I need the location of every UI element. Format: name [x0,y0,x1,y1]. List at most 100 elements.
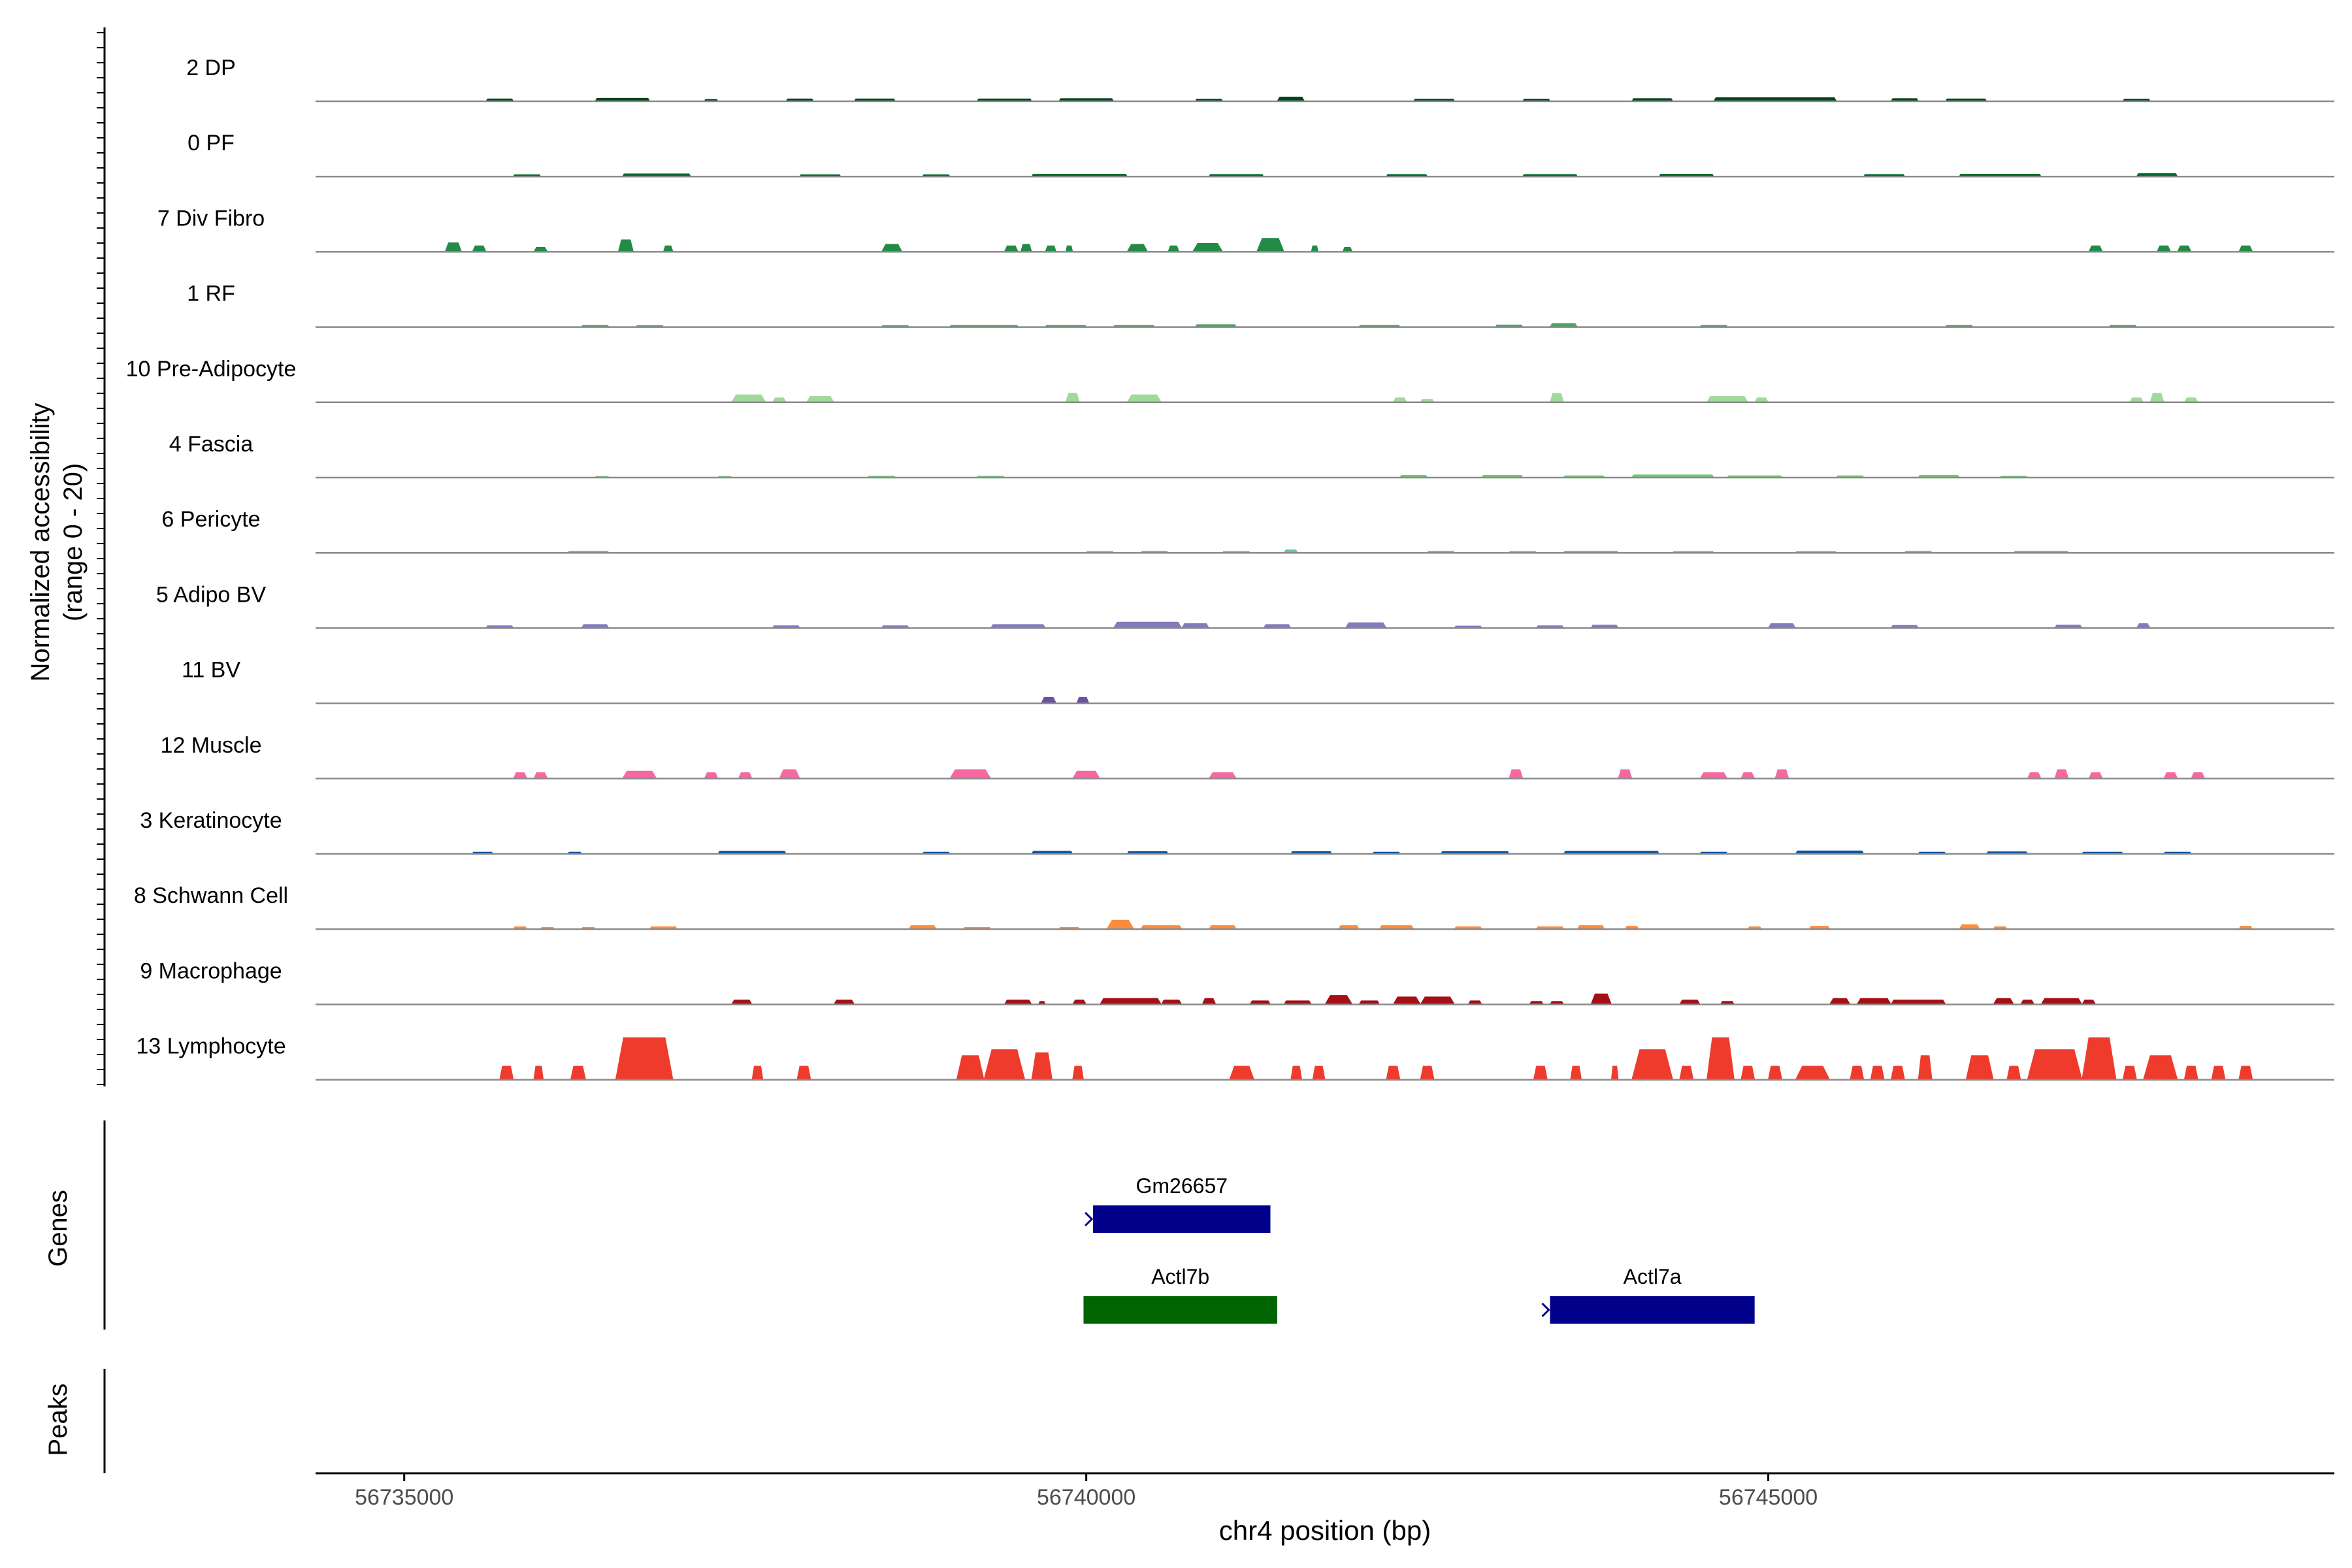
coverage-peak [1829,998,1851,1005]
x-tick-label: 56745000 [1719,1485,1818,1510]
coverage-peak [1965,1055,1994,1081]
track-11: 3 Keratinocyte [140,808,2334,855]
coverage-peak [1795,1066,1831,1081]
coverage-peak [2088,772,2103,779]
coverage-peak [2027,772,2042,779]
coverage-peak [2211,1066,2226,1081]
genes-layer: Gm26657 Actl7b Actl7a [1083,1174,1755,1324]
coverage-peak [2238,245,2253,252]
coverage-peak [1549,393,1565,403]
x-tick-label: 56740000 [1037,1485,1135,1510]
coverage-peak [1311,245,1319,252]
track-label: 13 Lymphocyte [136,1034,286,1059]
coverage-peak [1856,998,1892,1005]
coverage-peak [2156,245,2172,252]
coverage-peak [512,772,528,779]
coverage-peak [1918,1055,1933,1081]
track-3: 7 Div Fibro [157,206,2334,253]
coverage-peak [1850,1066,1865,1081]
coverage-peak [1256,238,1285,252]
track-label: 2 DP [186,56,236,80]
coverage-peak [1533,1066,1548,1081]
gene-label: Actl7a [1624,1265,1682,1288]
coverage-peak [751,1066,764,1081]
track-1: 2 DP [186,56,2334,103]
coverage-peak [1290,1066,1303,1081]
coverage-peak [1420,1066,1435,1081]
track-label: 7 Div Fibro [157,206,265,231]
track-label: 3 Keratinocyte [140,808,282,833]
coverage-peak [1031,1052,1053,1081]
coverage-peak [1993,998,2015,1005]
coverage-peak [472,245,487,252]
x-axis-layer: 56735000 56740000 56745000 [316,1472,2334,1510]
gene-body [1083,1296,1277,1324]
coverage-peak [983,1049,1026,1081]
coverage-peak [2122,1066,2137,1081]
coverage-peak [1126,244,1149,252]
gene-Gm26657: Gm26657 [1085,1174,1271,1233]
strand-arrow [1085,1211,1094,1227]
coverage-peak [1040,696,1057,704]
track-label: 12 Muscle [161,733,262,758]
coverage-peak [617,239,634,252]
x-tick-label: 56735000 [355,1485,453,1510]
coverage-peak [1099,998,1162,1005]
coverage-peak [1020,244,1032,252]
coverage-peak [956,1055,985,1081]
track-9: 11 BV [182,658,2334,704]
track-6: 4 Fascia [169,432,2334,479]
coverage-peak [881,244,903,252]
track-10: 12 Muscle [161,733,2334,780]
coverage-peak [615,1037,674,1081]
coverage-peak [1072,1066,1085,1081]
coverage-peak [2054,769,2069,779]
coverage-peak [1208,772,1237,779]
coverage-peak [730,394,766,403]
coverage-peak [1570,1066,1582,1081]
coverage-peak [1106,919,1135,930]
coverage-peak [499,1066,514,1081]
track-13: 9 Macrophage [140,958,2334,1005]
coverage-peak [2082,1037,2117,1081]
coverage-peak [2088,245,2103,252]
coverage-peak [1679,1066,1694,1081]
coverage-peak [1168,245,1180,252]
track-label: 5 Adipo BV [156,582,267,607]
coverage-peak [1890,1066,1905,1081]
coverage-peak [1192,243,1224,252]
coverage-peak [1312,1066,1326,1081]
track-label: 4 Fascia [169,432,253,457]
coverage-peak [1774,769,1789,779]
coverage-peak [2040,998,2083,1005]
track-2: 0 PF [188,131,2334,178]
track-label: 8 Schwann Cell [134,883,288,908]
track-12: 8 Schwann Cell [134,883,2334,930]
y-axis-spine [97,27,106,1473]
coverage-peak [444,242,463,252]
track-4: 1 RF [187,282,2334,328]
coverage-peak [949,769,992,779]
track-label: 6 Pericyte [161,507,260,532]
coverage-peak [1126,394,1162,403]
track-7: 6 Pericyte [161,507,2334,554]
track-label: 0 PF [188,131,235,155]
coverage-peak [533,1066,544,1081]
coverage-peak [1045,245,1057,252]
coverage-peak [1420,996,1456,1005]
coverage-peak [1706,396,1749,403]
coverage-peak [533,772,548,779]
gene-body [1550,1296,1755,1324]
coverage-peak [2143,1055,2178,1081]
track-label: 11 BV [182,658,240,683]
coverage-peak [1004,245,1019,252]
coverage-peak [1392,996,1422,1005]
coverage-peak [1610,1066,1619,1081]
coverage-peak [738,772,753,779]
x-axis-label: chr4 position (bp) [1219,1515,1431,1546]
coverage-peak [1590,993,1612,1005]
coverage-peak [1740,1066,1756,1081]
track-label: 1 RF [187,282,235,306]
coverage-peak [1071,770,1101,779]
